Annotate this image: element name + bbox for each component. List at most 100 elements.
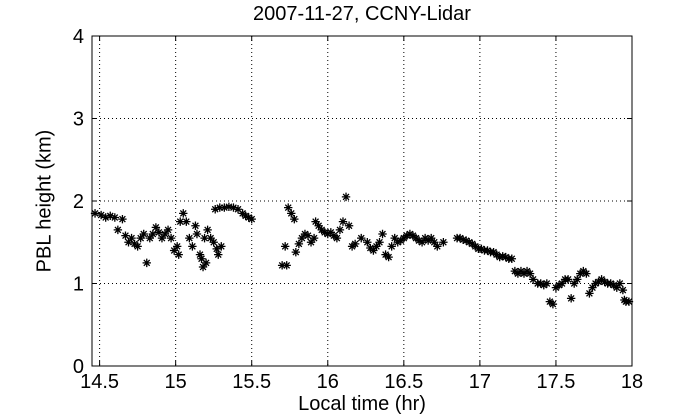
x-tick-label: 15 [165,371,187,393]
data-point [477,244,486,254]
data-point [198,262,208,272]
data-point [203,225,212,235]
data-point [384,252,393,262]
data-point [197,254,206,263]
data-point [612,283,621,292]
data-point [393,238,402,247]
axes-frame [91,35,633,367]
data-point [160,229,170,239]
data-point [369,246,378,255]
data-point [554,280,564,290]
data-point [188,242,197,251]
data-point [297,233,307,243]
data-point [306,238,316,247]
data-point [390,233,399,243]
axis-ticks: 14.5 15 15.5 16 16.5 17 17.5 18 0 1 2 3 4 [73,26,643,393]
data-point [498,252,507,261]
data-point [588,283,597,292]
data-point [229,203,238,212]
data-point [320,228,329,237]
data-point [174,250,183,259]
data-point [185,233,194,243]
data-point [215,203,224,212]
data-point [591,279,600,288]
x-tick-label: 17 [469,371,491,393]
data-point [427,233,436,243]
x-tick-label: 16 [317,371,339,393]
data-point [303,231,313,240]
data-point [311,217,320,226]
data-point [615,279,625,288]
data-point [192,229,202,239]
data-point [542,279,552,288]
data-point [121,231,130,240]
data-point [548,299,558,309]
data-point [528,275,538,284]
data-point [206,233,215,243]
data-point [300,229,310,239]
data-point [200,233,209,243]
data-point [110,213,120,222]
data-point [433,242,442,251]
data-point [133,242,142,251]
y-tick-label: 3 [73,109,84,131]
data-point [142,258,151,268]
chart-title: 2007-11-27, CCNY-Lidar [253,3,471,25]
x-tick-label: 18 [621,371,643,393]
data-point [582,269,591,278]
data-point [618,285,628,295]
data-point [277,261,287,270]
data-point [101,213,110,222]
y-tick-label: 2 [73,191,84,213]
data-point [179,209,188,218]
data-point [282,261,291,270]
data-point [163,225,173,235]
data-point [201,258,211,268]
data-point [439,238,448,247]
data-point [290,214,299,224]
data-points [90,192,634,309]
data-point [573,275,582,284]
data-point [417,238,427,247]
data-point [372,242,381,251]
data-point [569,279,579,288]
data-point [220,203,229,212]
data-point [166,233,176,243]
data-point [606,279,615,288]
data-point [284,203,293,212]
data-point [461,236,471,245]
x-axis-label: Local time (hr) [298,393,426,415]
data-point [350,239,360,249]
data-point [314,221,323,230]
data-point [127,233,136,243]
data-point [387,242,396,251]
x-tick-label: 16.5 [384,371,423,393]
data-point [557,279,567,288]
data-point [326,228,336,237]
data-point [363,238,372,247]
data-point [341,192,351,202]
data-point [624,297,634,306]
data-point [309,233,319,243]
data-point [169,246,179,255]
data-point [332,233,342,243]
data-point [182,217,191,226]
data-point [585,289,594,298]
data-point [280,242,290,251]
data-point [344,221,354,230]
data-point [241,211,250,221]
grid-lines [92,36,632,366]
data-point [378,229,387,239]
data-point [217,242,226,251]
data-point [291,247,301,257]
data-point [536,279,545,288]
data-point [172,242,182,251]
data-point [600,277,609,287]
y-tick-label: 0 [73,356,84,378]
data-point [145,233,155,243]
data-point [405,229,415,239]
x-tick-label: 14.5 [80,371,119,393]
data-point [539,280,548,290]
